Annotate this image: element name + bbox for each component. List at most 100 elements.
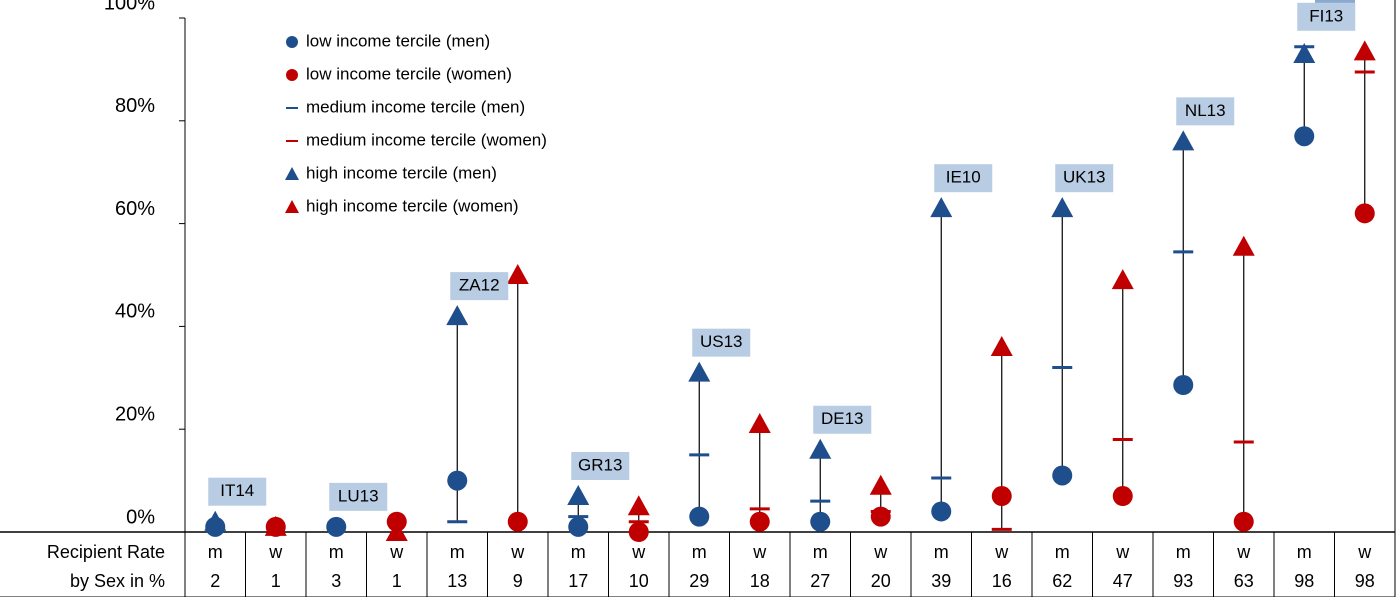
dot [749, 511, 770, 532]
dot [1112, 486, 1133, 507]
dot [447, 470, 468, 491]
country-label: FI13 [1309, 6, 1343, 25]
country-label: UK13 [1063, 168, 1106, 187]
sex-label: m [934, 542, 949, 562]
triangle [688, 361, 711, 382]
country-box [1297, 2, 1356, 31]
sex-label: m [450, 542, 465, 562]
sex-label: m [1297, 542, 1312, 562]
y-tick-label: 60% [115, 198, 155, 220]
triangle [446, 305, 469, 326]
legend-label: low income tercile (women) [306, 64, 512, 83]
sex-label: w [510, 542, 525, 562]
triangle [930, 197, 953, 218]
country-box [450, 272, 509, 301]
y-tick-label: 40% [115, 301, 155, 323]
rate-label: 1 [271, 571, 281, 591]
dot [568, 516, 589, 537]
rate-label: 47 [1113, 571, 1133, 591]
sex-label: m [329, 542, 344, 562]
triangle [204, 510, 227, 531]
sex-label: m [208, 542, 223, 562]
triangle [1111, 269, 1134, 290]
country-label: US13 [700, 332, 743, 351]
rate-label: 10 [629, 571, 649, 591]
legend-label: high income tercile (men) [306, 163, 497, 182]
rate-label: 9 [513, 571, 523, 591]
dot [931, 501, 952, 522]
sex-label: w [994, 542, 1009, 562]
legend-marker [286, 36, 298, 48]
y-tick-label: 0% [126, 506, 155, 528]
country-box [571, 452, 630, 481]
legend-label: medium income tercile (men) [306, 97, 525, 116]
triangle [809, 438, 832, 459]
sex-label: w [1236, 542, 1251, 562]
rate-label: 98 [1355, 571, 1375, 591]
triangle [1353, 40, 1376, 61]
dot [1173, 374, 1194, 395]
country-label: LU13 [338, 486, 379, 505]
rate-label: 62 [1052, 571, 1072, 591]
rate-label: 39 [931, 571, 951, 591]
sex-label: w [389, 542, 404, 562]
triangle [1051, 197, 1074, 218]
rate-label: 17 [568, 571, 588, 591]
rate-label: 98 [1294, 571, 1314, 591]
triangle [748, 413, 771, 434]
sex-label: m [813, 542, 828, 562]
country-box [1055, 164, 1114, 193]
legend-marker [285, 167, 299, 180]
legend-label: high income tercile (women) [306, 196, 519, 215]
rate-label: 13 [447, 571, 467, 591]
legend-label: low income tercile (men) [306, 31, 490, 50]
country-box [934, 164, 993, 193]
rate-label: 29 [689, 571, 709, 591]
country-label: DE13 [821, 409, 864, 428]
rate-label: 1 [392, 571, 402, 591]
triangle [1293, 42, 1316, 63]
triangle [506, 264, 529, 284]
triangle [385, 521, 408, 541]
legend-label: medium income tercile (women) [306, 130, 547, 149]
country-box [692, 328, 751, 357]
dot [991, 486, 1012, 507]
country-label: GR13 [578, 456, 622, 475]
sex-label: w [1115, 542, 1130, 562]
dot [689, 506, 710, 527]
sex-label: w [631, 542, 646, 562]
dot [870, 506, 891, 527]
country-box [1176, 97, 1235, 126]
dot [1052, 465, 1073, 486]
dot [1233, 511, 1254, 532]
country-label: ZA12 [459, 276, 500, 295]
y-tick-label: 100% [104, 0, 155, 14]
dot [810, 511, 831, 532]
country-box [329, 482, 388, 511]
triangle [990, 335, 1013, 356]
rate-label: 18 [750, 571, 770, 591]
triangle [567, 485, 590, 506]
dot [507, 511, 528, 532]
rate-label: 27 [810, 571, 830, 591]
rate-label: 20 [871, 571, 891, 591]
legend-marker [286, 69, 298, 81]
triangle [869, 474, 892, 495]
legend-marker [285, 200, 299, 213]
country-box [208, 477, 267, 506]
country-box [813, 405, 872, 434]
table-title: Recipient Rate [47, 542, 165, 562]
sex-label: m [1176, 542, 1191, 562]
sex-label: w [1357, 542, 1372, 562]
triangle [1172, 130, 1195, 151]
triangle [627, 495, 650, 516]
dot [1354, 203, 1375, 224]
sex-label: m [571, 542, 586, 562]
triangle [1232, 235, 1255, 256]
dot [1294, 126, 1315, 147]
sex-label: m [692, 542, 707, 562]
y-tick-label: 20% [115, 403, 155, 425]
sex-label: m [1055, 542, 1070, 562]
rate-label: 16 [992, 571, 1012, 591]
